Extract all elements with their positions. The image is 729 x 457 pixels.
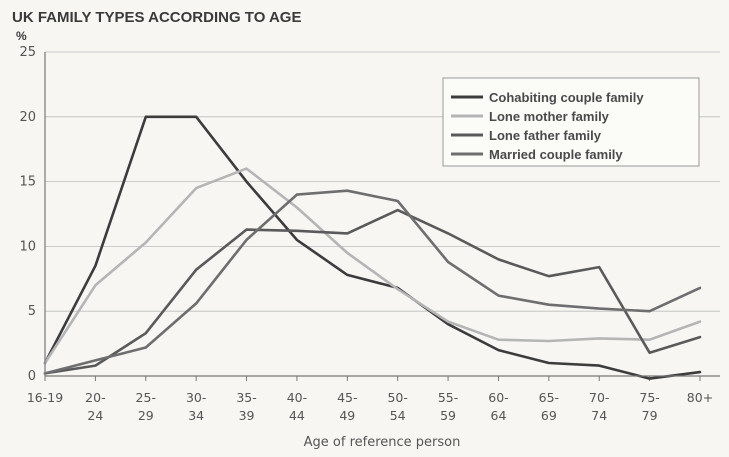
x-tick-label-line: 39 xyxy=(239,408,255,423)
x-tick-label-line: 25- xyxy=(136,390,156,405)
x-tick-label-line: 65- xyxy=(539,390,559,405)
x-tick-label-line: 50- xyxy=(387,390,407,405)
x-tick-label-line: 20- xyxy=(85,390,105,405)
x-tick-label: 45-49 xyxy=(337,390,357,423)
x-tick-label-line: 34 xyxy=(188,408,204,423)
x-tick-label-line: 44 xyxy=(289,408,305,423)
legend-label-0: Cohabiting couple family xyxy=(489,90,644,105)
x-tick-label-line: 69 xyxy=(541,408,557,423)
legend: Cohabiting couple family Lone mother fami… xyxy=(442,77,700,167)
x-tick-label-line: 64 xyxy=(491,408,507,423)
series-line-2 xyxy=(43,208,702,375)
x-axis-ticks: 16-19 20-2425-2930-3435-3940-4445-4950-54… xyxy=(27,376,713,423)
x-tick-label-line: 55- xyxy=(438,390,458,405)
x-tick-label: 55-59 xyxy=(438,390,458,423)
x-tick-label-line: 79 xyxy=(642,408,658,423)
x-tick-label-line: 24 xyxy=(87,408,103,423)
x-tick-label: 40-44 xyxy=(287,390,307,423)
series-line-0 xyxy=(43,115,702,380)
legend-label-1: Lone mother family xyxy=(489,109,610,124)
x-tick-label-line: 60- xyxy=(488,390,508,405)
x-tick-label: 16-19 xyxy=(27,390,63,405)
x-tick-label-line: 80+ xyxy=(687,390,713,405)
y-axis-ticks: 0 5 10 15 20 25 xyxy=(19,45,36,384)
y-tick-label: 20 xyxy=(19,110,36,125)
x-axis-label: Age of reference person xyxy=(304,435,461,450)
x-tick-label-line: 59 xyxy=(440,408,456,423)
x-tick-label: 35-39 xyxy=(236,390,256,423)
x-tick-label-line: 29 xyxy=(138,408,154,423)
x-tick-label: 25-29 xyxy=(136,390,156,423)
series-line-3 xyxy=(43,189,702,375)
x-tick-label: 30-34 xyxy=(186,390,206,423)
legend-label-3: Married couple family xyxy=(489,147,623,162)
y-tick-label: 25 xyxy=(19,45,36,60)
y-tick-label: 15 xyxy=(19,175,36,190)
y-tick-label: 0 xyxy=(28,369,36,384)
x-tick-label-line: 35- xyxy=(236,390,256,405)
x-tick-label: 50-54 xyxy=(387,390,407,423)
x-tick-label: 20-24 xyxy=(85,390,105,423)
y-tick-label: 10 xyxy=(19,239,36,254)
x-tick-label-line: 40- xyxy=(287,390,307,405)
x-tick-label: 80+ xyxy=(687,390,713,405)
y-axis-unit: % xyxy=(16,29,27,43)
x-tick-label: 60-64 xyxy=(488,390,508,423)
x-tick-label-line: 45- xyxy=(337,390,357,405)
x-tick-label-line: 16-19 xyxy=(27,390,63,405)
x-tick-label-line: 75- xyxy=(639,390,659,405)
x-tick-label: 70-74 xyxy=(589,390,609,423)
x-tick-label-line: 74 xyxy=(591,408,607,423)
x-tick-label-line: 54 xyxy=(390,408,406,423)
series-line-1 xyxy=(43,167,702,365)
x-tick-label: 65-69 xyxy=(539,390,559,423)
x-tick-label: 75-79 xyxy=(639,390,659,423)
x-tick-label-line: 30- xyxy=(186,390,206,405)
y-tick-label: 5 xyxy=(28,304,36,319)
legend-label-2: Lone father family xyxy=(489,128,602,143)
legend-box xyxy=(442,77,700,167)
x-tick-label-line: 70- xyxy=(589,390,609,405)
series-lines xyxy=(43,115,702,380)
x-tick-label-line: 49 xyxy=(339,408,355,423)
chart-title: UK FAMILY TYPES ACCORDING TO AGE xyxy=(12,9,301,26)
